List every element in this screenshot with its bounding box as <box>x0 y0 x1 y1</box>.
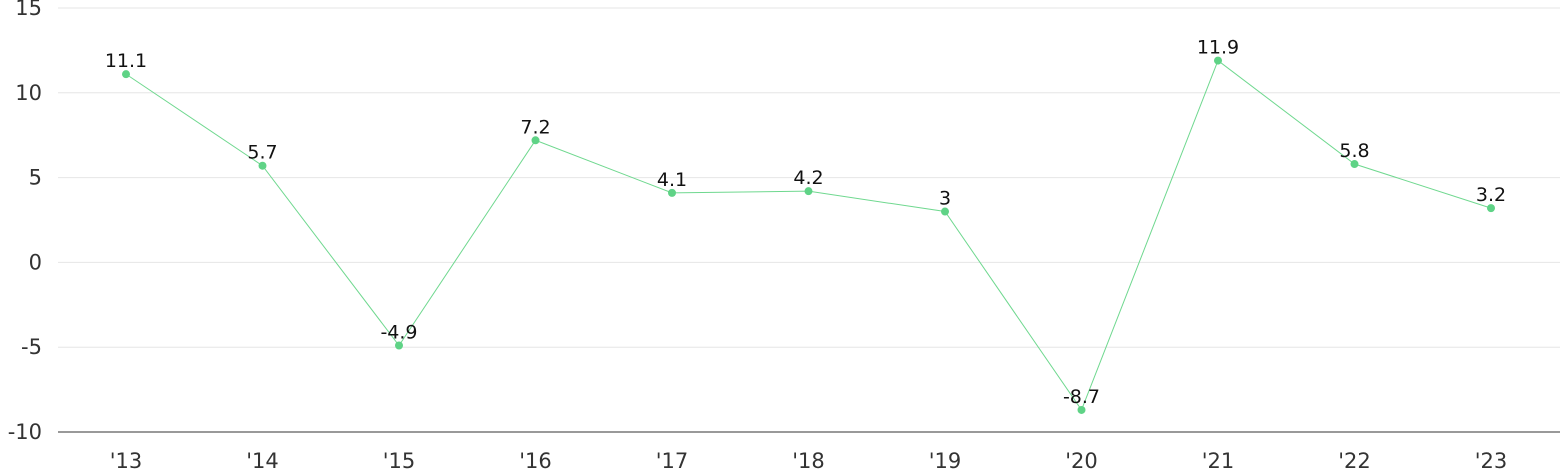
data-points <box>122 56 1495 414</box>
y-tick-label: 0 <box>29 250 42 274</box>
y-tick-label: -5 <box>21 335 42 359</box>
gridlines <box>58 7 1560 348</box>
series-line <box>125 59 1492 412</box>
data-point <box>668 188 676 197</box>
data-point <box>395 341 403 350</box>
data-point <box>1487 204 1495 213</box>
data-point <box>258 161 267 170</box>
x-tick-label: '15 <box>383 449 416 471</box>
data-point <box>941 207 949 216</box>
data-label: 3.2 <box>1476 184 1506 206</box>
x-tick-label: '13 <box>110 449 143 471</box>
data-label: 11.9 <box>1197 37 1239 59</box>
data-label: 11.1 <box>105 50 147 72</box>
data-labels: 11.1 5.7 -4.9 7.2 4.1 4.2 3 -8.7 11.9 5.8 3.2 <box>105 37 1506 408</box>
data-label: 5.8 <box>1339 140 1369 162</box>
x-tick-label: '21 <box>1202 449 1235 471</box>
x-tick-label: '19 <box>929 449 962 471</box>
data-label: 4.1 <box>657 169 687 191</box>
data-label: 4.2 <box>793 167 823 189</box>
data-label: 3 <box>939 188 951 210</box>
x-tick-label: '16 <box>519 449 552 471</box>
y-tick-label: 10 <box>15 81 42 105</box>
data-point <box>1350 160 1359 169</box>
y-axis-ticks: 15 10 5 0 -5 -10 <box>8 0 42 444</box>
data-label: -4.9 <box>380 322 417 344</box>
data-point <box>531 136 540 145</box>
data-point <box>804 187 813 196</box>
data-point <box>1077 405 1086 414</box>
x-axis-ticks: '13 '14 '15 '16 '17 '18 '19 '20 '21 '22 '23 <box>110 449 1508 471</box>
x-tick-label: '23 <box>1475 449 1508 471</box>
data-label: -8.7 <box>1063 386 1100 408</box>
data-point <box>122 70 130 79</box>
data-point <box>1214 56 1222 65</box>
y-tick-label: 15 <box>15 0 42 20</box>
x-tick-label: '22 <box>1338 449 1371 471</box>
x-tick-label: '20 <box>1065 449 1098 471</box>
data-label: 5.7 <box>247 142 277 164</box>
x-tick-label: '17 <box>656 449 689 471</box>
y-tick-label: 5 <box>29 166 42 190</box>
data-label: 7.2 <box>520 116 550 138</box>
x-tick-label: '14 <box>246 449 279 471</box>
x-tick-label: '18 <box>792 449 825 471</box>
y-tick-label: -10 <box>8 420 42 444</box>
